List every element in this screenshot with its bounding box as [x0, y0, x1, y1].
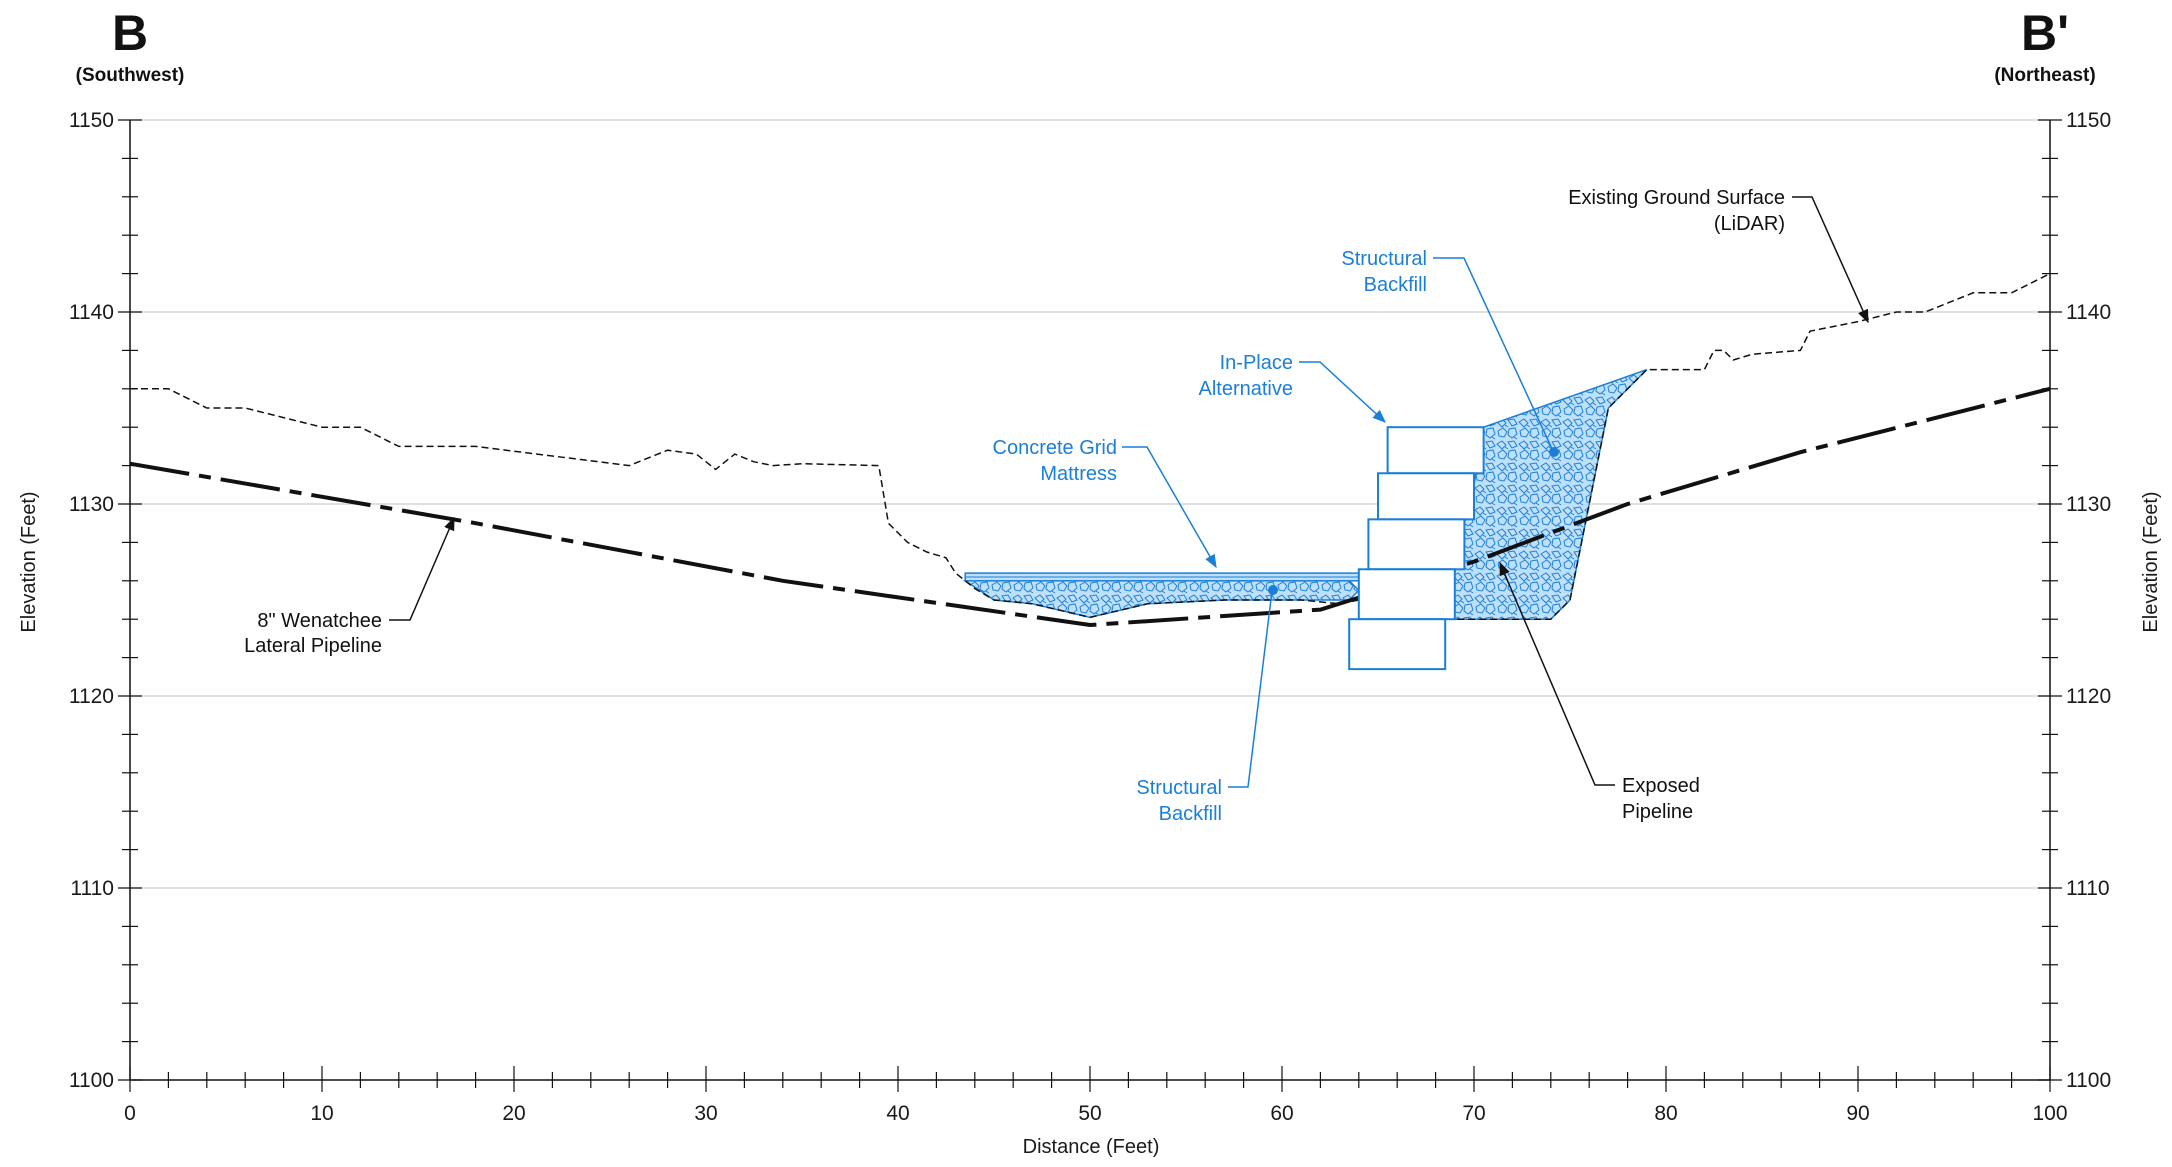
- x-tick-label: 70: [1462, 1102, 1485, 1125]
- y-tick-label-right: 1150: [2066, 109, 2111, 132]
- pipeline-line: [129, 386, 2051, 628]
- callout-structural-backfill-upper: Structural Backfill: [1341, 248, 1559, 457]
- callout-mattress-line1: Concrete Grid: [993, 437, 1118, 459]
- callout-concrete-grid-mattress: Concrete Grid Mattress: [993, 437, 1217, 569]
- y-tick-label-left: 1110: [70, 877, 114, 900]
- callout-in-place-alternative: In-Place Alternative: [1199, 352, 1386, 423]
- x-axis-title: Distance (Feet): [1023, 1136, 1160, 1158]
- y-tick-label-right: 1130: [2066, 493, 2111, 516]
- x-tick-label: 0: [124, 1102, 136, 1125]
- x-tick-label: 80: [1654, 1102, 1677, 1125]
- callout-backfill-upper-line1: Structural: [1341, 248, 1427, 270]
- callout-exposed-line2: Pipeline: [1622, 801, 1693, 823]
- y-tick-label-left: 1140: [69, 301, 114, 324]
- in-place-block-1: [1386, 426, 1485, 475]
- callout-ground-surface-line1: Existing Ground Surface: [1568, 187, 1785, 209]
- y-axis-title-left: Elevation (Feet): [18, 491, 40, 632]
- y-tick-label-right: 1120: [2066, 685, 2111, 708]
- x-tick-label: 50: [1078, 1102, 1101, 1125]
- section-end-letter: B': [2021, 5, 2069, 61]
- in-place-block-3: [1367, 518, 1466, 571]
- callout-pipeline-line2: Lateral Pipeline: [244, 635, 382, 657]
- callout-backfill-lower-line1: Structural: [1136, 777, 1222, 799]
- callout-exposed-line1: Exposed: [1622, 775, 1700, 797]
- callout-backfill-upper-leader: [1433, 257, 1554, 452]
- gridlines: [130, 119, 2050, 889]
- callout-in-place-line1: In-Place: [1220, 352, 1293, 374]
- x-tick-label: 90: [1846, 1102, 1869, 1125]
- y-tick-label-left: 1120: [69, 685, 114, 708]
- callout-backfill-lower-line2: Backfill: [1159, 803, 1222, 825]
- x-tick-label: 60: [1270, 1102, 1293, 1125]
- callout-backfill-lower-dot: [1268, 585, 1278, 595]
- x-tick-label: 10: [310, 1102, 333, 1125]
- callout-ground-surface-leader: [1792, 196, 1869, 324]
- profile-lines: [129, 272, 2051, 671]
- y-tick-label-left: 1130: [69, 493, 114, 516]
- callout-exposed-pipeline: Exposed Pipeline: [1499, 561, 1700, 823]
- callout-pipeline: 8" Wenatchee Lateral Pipeline: [244, 516, 455, 657]
- callout-in-place-leader: [1299, 361, 1386, 423]
- y-tick-label-right: 1100: [2066, 1069, 2111, 1092]
- in-place-block-2: [1377, 472, 1475, 521]
- axes: 0 10 20 30 40 50 60 70 80 90 100 1100 1100 1110 1110 11…: [69, 109, 2111, 1125]
- callout-backfill-upper-line2: Backfill: [1364, 274, 1427, 296]
- in-place-block-5: [1348, 618, 1447, 671]
- callout-exposed-leader: [1499, 561, 1615, 786]
- existing-ground-surface-line: [130, 272, 2051, 620]
- x-tick-label: 40: [886, 1102, 909, 1125]
- section-start-direction: (Southwest): [76, 65, 185, 86]
- section-start-letter: B: [112, 5, 148, 61]
- callout-backfill-upper-dot: [1549, 447, 1559, 457]
- callout-ground-surface-line2: (LiDAR): [1714, 213, 1785, 235]
- y-axis-title-right: Elevation (Feet): [2140, 491, 2162, 632]
- y-tick-label-right: 1110: [2066, 877, 2110, 900]
- structural-backfill-wedge: [1454, 368, 1648, 620]
- y-tick-label-left: 1150: [69, 109, 114, 132]
- x-tick-label: 100: [2032, 1102, 2067, 1125]
- x-tick-label: 20: [502, 1102, 525, 1125]
- callout-pipeline-leader: [389, 516, 455, 621]
- callout-structural-backfill-lower: Structural Backfill: [1136, 585, 1278, 825]
- callout-mattress-leader: [1122, 446, 1217, 569]
- callout-mattress-line2: Mattress: [1040, 463, 1117, 485]
- backfill-areas: [962, 368, 1648, 620]
- section-end-direction: (Northeast): [1994, 65, 2095, 86]
- y-tick-label-right: 1140: [2066, 301, 2111, 324]
- callout-in-place-line2: Alternative: [1199, 378, 1294, 400]
- x-tick-label: 30: [694, 1102, 717, 1125]
- callout-backfill-lower-leader: [1228, 590, 1273, 788]
- callout-ground-surface: Existing Ground Surface (LiDAR): [1568, 187, 1869, 324]
- y-tick-label-left: 1100: [69, 1069, 114, 1092]
- callout-pipeline-line1: 8" Wenatchee: [257, 610, 382, 632]
- in-place-block-4: [1357, 568, 1456, 621]
